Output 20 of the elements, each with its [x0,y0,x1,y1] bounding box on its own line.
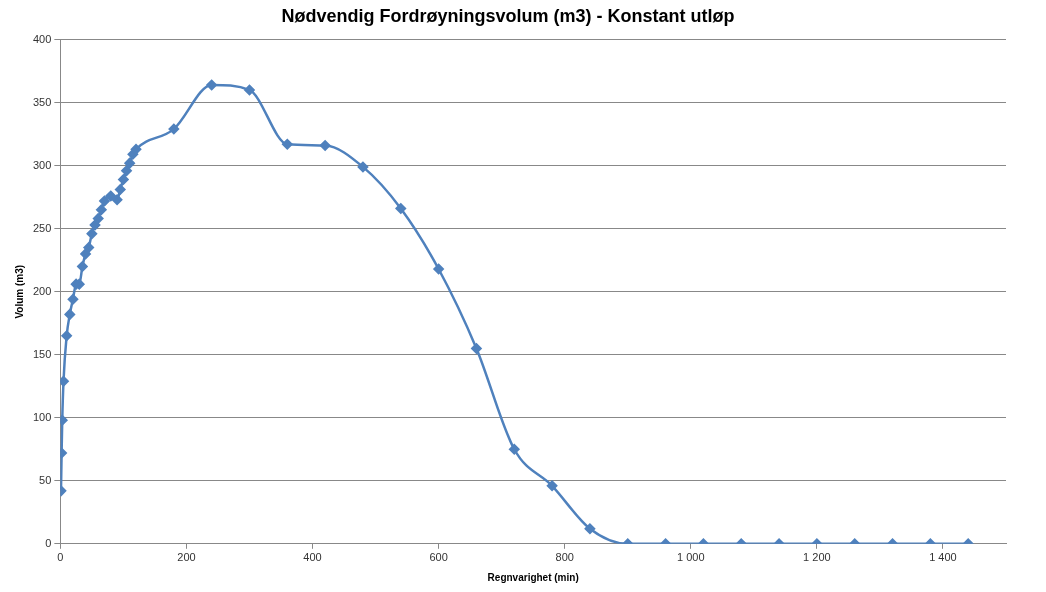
y-tick-label: 400 [32,32,52,45]
y-tick-label: 350 [32,95,52,108]
y-tick-label: 250 [32,221,52,234]
y-axis-title: Volum (m3) [13,264,25,319]
x-tick-label: 600 [429,551,448,564]
y-tick-label: 150 [32,347,52,360]
y-tick-label: 50 [39,473,52,486]
x-tick-label: 1 200 [803,551,831,564]
y-tick-label: 0 [45,536,52,549]
x-tick-label: 200 [177,551,196,564]
chart-title: Nødvendig Fordrøyningsvolum (m3) - Konstant utløp [281,5,735,26]
x-tick-label: 1 000 [677,551,705,564]
x-tick-label: 0 [57,551,64,564]
x-tick-label: 400 [303,551,322,564]
x-tick-label: 800 [555,551,574,564]
y-tick-label: 300 [32,158,52,171]
y-tick-label: 100 [32,410,52,423]
x-tick-label: 1 400 [929,551,957,564]
x-axis-title: Regnvarighet (min) [487,571,579,583]
y-tick-label: 200 [32,284,52,297]
